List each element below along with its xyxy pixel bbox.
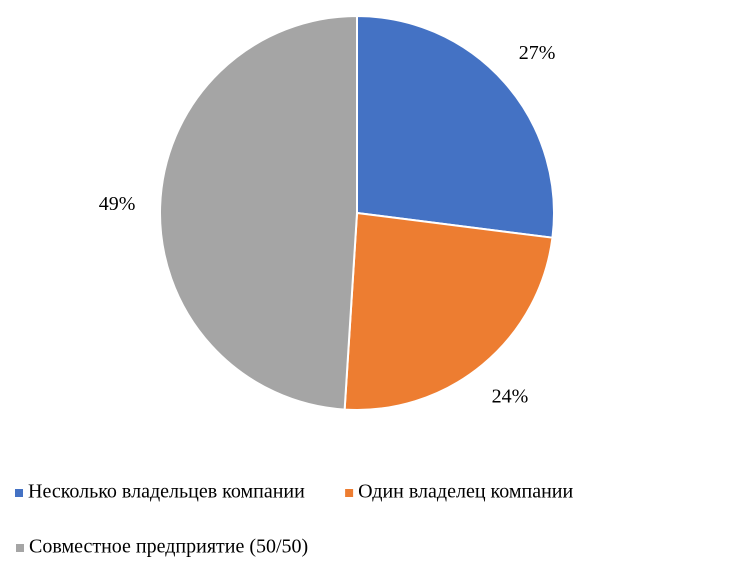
- legend-label: Один владелец компании: [358, 481, 573, 503]
- data-label: 24%: [492, 386, 529, 408]
- data-label: 27%: [519, 42, 556, 64]
- legend-swatch: [15, 489, 23, 497]
- legend-label: Совместное предприятие (50/50): [29, 536, 308, 558]
- legend-swatch: [16, 544, 24, 552]
- legend-swatch: [345, 489, 354, 497]
- legend-label: Несколько владельцев компании: [28, 481, 305, 503]
- data-label: 49%: [99, 193, 136, 215]
- pie-slice: [343, 211, 554, 411]
- pie-slice: [356, 14, 555, 239]
- pie-slice: [159, 14, 358, 411]
